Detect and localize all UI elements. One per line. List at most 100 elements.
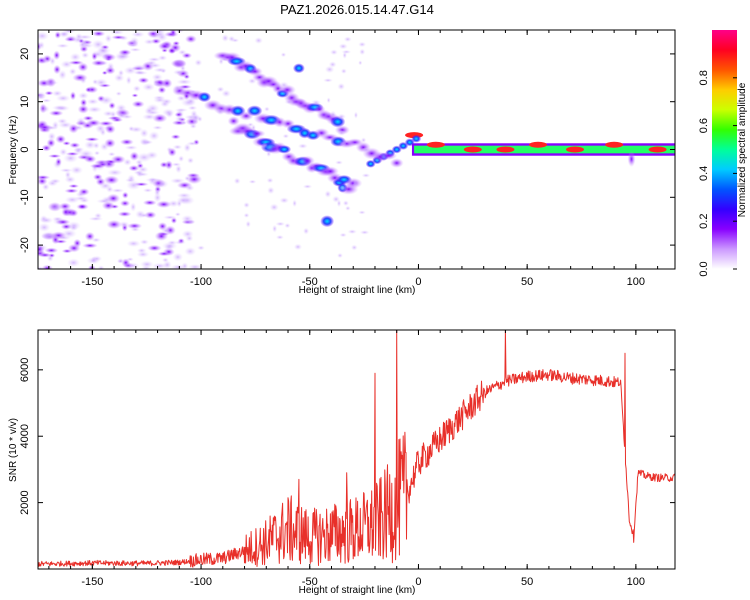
noise-blob [62, 141, 71, 146]
noise-blob [303, 227, 310, 235]
noise-blob [347, 229, 357, 235]
noise-blob [82, 242, 98, 249]
noise-blob [58, 202, 72, 211]
noise-blob [353, 111, 359, 119]
noise-blob [159, 161, 169, 169]
noise-blob [352, 180, 357, 188]
main-tone-peak [605, 141, 624, 148]
noise-blob [129, 47, 142, 52]
noise-blob [126, 240, 141, 248]
noise-blob [264, 106, 270, 112]
noise-blob [135, 170, 144, 178]
noise-blob [66, 258, 81, 268]
noise-blob [163, 215, 177, 220]
noise-blob [358, 210, 366, 215]
noise-blob [83, 155, 97, 163]
noise-blob [187, 264, 203, 269]
noise-blob [91, 39, 105, 50]
noise-blob [68, 184, 80, 189]
noise-blob [121, 191, 129, 199]
noise-blob [126, 222, 143, 230]
noise-blob [186, 174, 203, 185]
noise-blob [104, 66, 116, 75]
noise-blob [359, 48, 366, 56]
noise-blob [69, 91, 77, 101]
noise-blob [275, 221, 286, 227]
noise-blob [92, 142, 100, 150]
noise-blob [154, 231, 169, 241]
noise-blob [339, 232, 347, 238]
y-tick-label: 10 [19, 96, 31, 108]
noise-blob [162, 260, 172, 269]
noise-blob [84, 137, 100, 142]
noise-blob [85, 87, 93, 93]
noise-blob [59, 168, 73, 173]
noise-blob [95, 123, 106, 134]
noise-blob [169, 30, 177, 38]
noise-blob [167, 147, 177, 157]
noise-blob [91, 59, 107, 67]
noise-blob [78, 39, 88, 50]
noise-blob [185, 234, 194, 242]
noise-blob [118, 221, 130, 228]
noise-blob [87, 265, 96, 269]
noise-blob [68, 67, 77, 76]
noise-blob [155, 200, 172, 209]
noise-blob [343, 36, 352, 43]
main-tone-core [414, 145, 675, 154]
noise-blob [84, 231, 96, 241]
noise-blob [266, 177, 274, 184]
noise-blob [248, 179, 257, 184]
noise-blob [337, 252, 343, 259]
noise-blob [172, 69, 184, 76]
noise-blob [106, 219, 122, 230]
x-tick-label: 50 [521, 576, 533, 588]
noise-blob [160, 68, 167, 74]
noise-blob [184, 175, 191, 182]
noise-blob [341, 49, 352, 54]
noise-blob [60, 223, 72, 230]
noise-blob [284, 99, 294, 105]
y-tick-label: 4000 [19, 424, 31, 448]
noise-blob [174, 212, 181, 217]
noise-blob [104, 124, 116, 134]
noise-blob [129, 151, 140, 161]
noise-blob [55, 94, 71, 102]
noise-blob [175, 164, 182, 174]
noise-blob [117, 111, 127, 120]
noise-blob [172, 40, 181, 46]
noise-blob [176, 199, 183, 208]
tone-onset-blob [411, 134, 422, 143]
noise-blob [116, 259, 124, 264]
x-tick-label: -100 [190, 576, 212, 588]
noise-blob [254, 36, 263, 44]
main-tone-peak [565, 146, 584, 153]
y-tick-label: -20 [19, 237, 31, 253]
tone-disturbance [627, 151, 636, 168]
noise-blob [261, 142, 268, 149]
noise-blob [297, 143, 308, 149]
noise-blob [148, 131, 160, 141]
noise-blob [45, 80, 59, 85]
noise-blob [117, 211, 132, 217]
colorbar-tick-label: 0.6 [698, 118, 710, 133]
noise-blob [69, 223, 79, 232]
noise-blob [38, 222, 51, 233]
noise-blob [104, 138, 116, 148]
noise-blob [151, 73, 163, 81]
main-tone-peak [463, 146, 482, 153]
noise-blob [302, 184, 313, 189]
noise-blob [64, 196, 80, 204]
noise-blob [170, 177, 186, 184]
noise-blob [59, 148, 68, 156]
noise-blob [243, 202, 250, 209]
noise-blob [38, 94, 47, 100]
noise-blob [79, 98, 88, 107]
noise-blob [56, 43, 70, 49]
noise-blob [88, 216, 104, 221]
x-tick-label: 0 [415, 576, 421, 588]
y-tick-label: 6000 [19, 358, 31, 382]
noise-blob [245, 220, 251, 228]
noise-blob [282, 133, 290, 139]
noise-blob [64, 188, 79, 194]
